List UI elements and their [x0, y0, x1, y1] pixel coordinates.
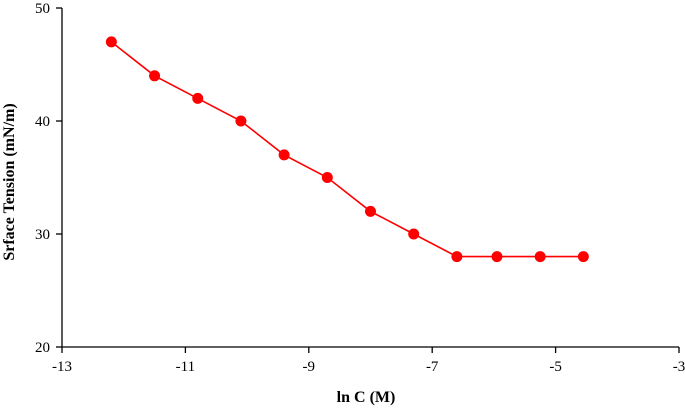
data-point	[408, 228, 420, 240]
data-point	[365, 205, 376, 217]
data-point	[451, 251, 463, 263]
x-tick-label: -11	[176, 359, 195, 375]
data-point	[534, 251, 546, 263]
data-point	[321, 172, 333, 183]
data-point	[577, 251, 589, 263]
x-tick-label: -7	[426, 359, 439, 375]
y-tick-label: 30	[35, 227, 50, 243]
y-tick-label: 20	[35, 340, 50, 356]
y-axis-title: Srface Tension (mN/m)	[1, 103, 18, 260]
y-tick-label: 50	[35, 1, 50, 17]
y-tick-label: 40	[35, 114, 50, 130]
data-point	[149, 70, 161, 82]
x-tick-label: -3	[673, 359, 685, 375]
data-point	[105, 36, 117, 48]
data-point	[192, 92, 204, 104]
axes	[61, 8, 679, 348]
x-tick-label: -13	[52, 359, 72, 375]
data-point	[278, 149, 290, 161]
x-tick-label: -9	[303, 359, 316, 375]
series-layer	[105, 36, 589, 263]
y-ticks: 20 30 40 50	[35, 1, 62, 356]
x-tick-label: -5	[549, 359, 562, 375]
series-line	[110, 41, 584, 258]
data-point	[235, 115, 247, 127]
x-ticks: -13 -11 -9 -7 -5 -3	[52, 347, 685, 375]
data-point	[491, 251, 503, 263]
x-axis-title: ln C (M)	[337, 389, 396, 406]
